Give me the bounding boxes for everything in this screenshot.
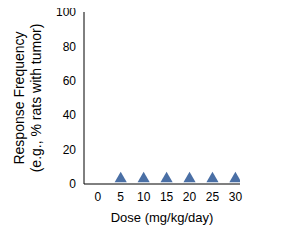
svg-text:100: 100: [56, 8, 76, 19]
svg-text:60: 60: [63, 74, 77, 88]
svg-text:0: 0: [69, 177, 76, 191]
svg-text:15: 15: [160, 190, 174, 204]
svg-text:80: 80: [63, 40, 77, 54]
svg-text:25: 25: [206, 190, 220, 204]
svg-text:0: 0: [94, 190, 101, 204]
svg-text:40: 40: [63, 108, 77, 122]
svg-text:5: 5: [117, 190, 124, 204]
svg-text:20: 20: [183, 190, 197, 204]
svg-text:Dose (mg/kg/day): Dose (mg/kg/day): [111, 210, 214, 225]
svg-text:30: 30: [229, 190, 243, 204]
svg-text:Response Frequency(e.g., % rat: Response Frequency(e.g., % rats with tum…: [11, 24, 44, 173]
svg-text:10: 10: [137, 190, 151, 204]
svg-text:20: 20: [63, 143, 77, 157]
